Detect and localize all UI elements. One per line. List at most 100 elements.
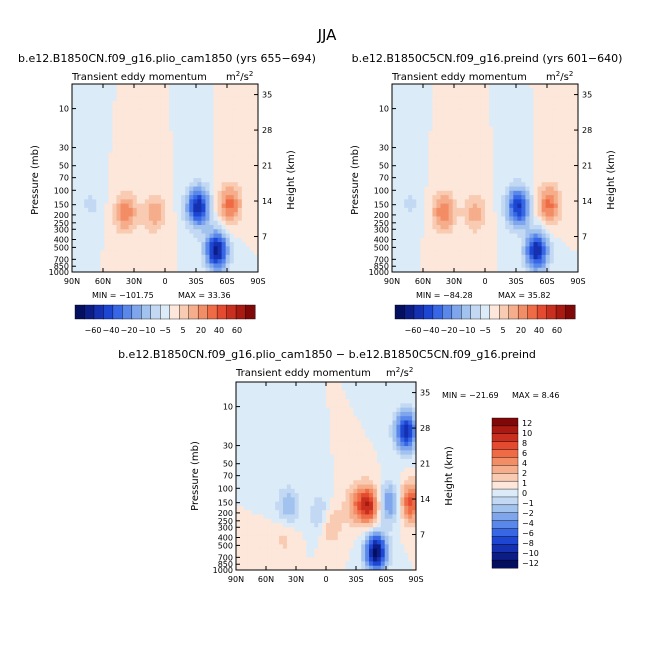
y-tick-label: 100 bbox=[374, 186, 389, 195]
field-cell bbox=[392, 190, 397, 196]
field-cell bbox=[416, 101, 421, 106]
field-cell bbox=[541, 160, 547, 166]
field-cell bbox=[72, 160, 77, 166]
field-cell bbox=[476, 122, 482, 128]
field-cell bbox=[337, 390, 343, 396]
field-cell bbox=[557, 207, 563, 213]
field-cell bbox=[318, 386, 323, 392]
field-cell bbox=[181, 148, 186, 153]
field-cell bbox=[249, 122, 255, 128]
field-cell bbox=[189, 169, 194, 175]
field-cell bbox=[557, 199, 563, 205]
field-cell bbox=[152, 229, 158, 235]
field-cell bbox=[541, 220, 547, 226]
field-cell bbox=[545, 242, 551, 247]
field-cell bbox=[104, 160, 109, 166]
field-cell bbox=[173, 220, 178, 226]
field-cell bbox=[464, 237, 470, 243]
field-cell bbox=[456, 152, 462, 158]
field-cell bbox=[96, 207, 101, 213]
field-cell bbox=[112, 220, 117, 226]
field-cell bbox=[505, 233, 510, 239]
field-cell bbox=[517, 165, 522, 170]
field-cell bbox=[169, 233, 174, 239]
field-cell bbox=[275, 416, 280, 421]
field-cell bbox=[501, 225, 506, 230]
field-cell bbox=[557, 169, 563, 175]
field-cell bbox=[132, 105, 138, 111]
field-cell bbox=[322, 416, 327, 421]
field-cell bbox=[452, 216, 458, 222]
field-cell bbox=[408, 96, 413, 102]
field-cell bbox=[92, 225, 97, 230]
field-cell bbox=[420, 229, 425, 235]
field-cell bbox=[251, 403, 257, 409]
field-cell bbox=[72, 139, 77, 145]
field-cell bbox=[541, 233, 547, 239]
field-cell bbox=[460, 199, 466, 205]
field-cell bbox=[148, 143, 154, 149]
field-cell bbox=[136, 165, 142, 170]
field-cell bbox=[229, 242, 235, 247]
field-cell bbox=[92, 250, 97, 256]
field-cell bbox=[529, 135, 535, 141]
field-cell bbox=[124, 203, 130, 209]
field-cell bbox=[489, 165, 494, 170]
field-cell bbox=[501, 207, 506, 213]
field-cell bbox=[545, 250, 551, 256]
field-cell bbox=[128, 207, 134, 213]
field-cell bbox=[169, 225, 174, 230]
field-cell bbox=[448, 246, 454, 252]
field-cell bbox=[120, 250, 126, 256]
field-cell bbox=[112, 237, 117, 243]
field-cell bbox=[88, 267, 93, 273]
field-cell bbox=[392, 152, 397, 158]
y-tick-label: 100 bbox=[54, 186, 69, 195]
field-cell bbox=[521, 229, 526, 235]
field-cell bbox=[476, 229, 482, 235]
field-cell bbox=[464, 246, 470, 252]
field-cell bbox=[217, 190, 223, 196]
field-cell bbox=[501, 131, 506, 136]
field-cell bbox=[541, 182, 547, 188]
field-cell bbox=[569, 225, 575, 230]
field-cell bbox=[489, 190, 494, 196]
field-cell bbox=[400, 195, 405, 200]
field-cell bbox=[100, 263, 105, 269]
field-cell bbox=[88, 131, 93, 136]
field-cell bbox=[553, 242, 559, 247]
field-cell bbox=[404, 109, 409, 115]
field-cell bbox=[108, 190, 113, 196]
field-cell bbox=[400, 263, 405, 269]
field-cell bbox=[116, 109, 122, 115]
field-cell bbox=[136, 203, 142, 209]
field-cell bbox=[525, 263, 530, 269]
field-cell bbox=[189, 109, 194, 115]
field-cell bbox=[432, 169, 437, 175]
field-cell bbox=[460, 148, 466, 153]
field-cell bbox=[521, 96, 526, 102]
field-cell bbox=[428, 131, 433, 136]
panel-title: b.e12.B1850CN.f09_g16.plio_cam1850 (yrs … bbox=[18, 52, 316, 65]
field-cell bbox=[255, 429, 260, 434]
field-cell bbox=[213, 88, 219, 94]
field-cell bbox=[396, 441, 401, 447]
field-cell bbox=[521, 101, 526, 106]
field-cell bbox=[112, 109, 117, 115]
field-cell bbox=[521, 246, 526, 252]
colorbar-swatch bbox=[74, 304, 85, 320]
field-cell bbox=[104, 105, 109, 111]
field-cell bbox=[333, 411, 339, 417]
field-cell bbox=[193, 203, 198, 209]
field-cell bbox=[112, 105, 117, 111]
x-tick-label: 60S bbox=[539, 277, 554, 286]
field-cell bbox=[104, 169, 109, 175]
field-cell bbox=[116, 165, 122, 170]
field-cell bbox=[213, 195, 219, 200]
field-cell bbox=[108, 203, 113, 209]
field-cell bbox=[236, 446, 241, 451]
field-cell bbox=[221, 220, 227, 226]
field-cell bbox=[573, 88, 579, 94]
field-cell bbox=[302, 446, 307, 451]
field-cell bbox=[404, 237, 409, 243]
